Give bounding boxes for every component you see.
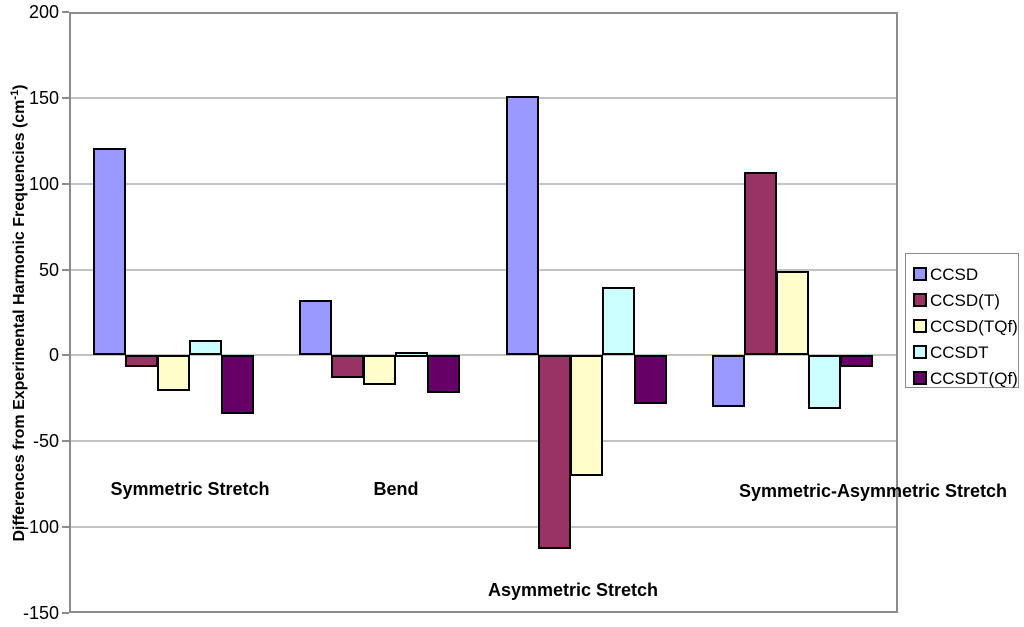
gridline--100 (71, 526, 896, 529)
y-tick-label--150: -150 (22, 603, 59, 623)
category-label-symmetric-stretch: Symmetric Stretch (110, 479, 270, 499)
bar-ccsdt-qf-symmetric-asymmetric-stretch (839, 355, 873, 368)
bar-ccsd-t-asymmetric-stretch (537, 355, 571, 550)
y-axis-title: Differences from Experimental Harmonic F… (9, 84, 29, 541)
bar-ccsdt-symmetric-asymmetric-stretch (807, 355, 841, 409)
gridline-100 (71, 182, 896, 185)
gridline-50 (71, 268, 896, 271)
gridline-150 (71, 96, 896, 99)
y-tick-mark-150 (62, 96, 69, 99)
legend-label-ccsdt: CCSDT (930, 342, 989, 362)
bar-ccsdt-qf-bend (427, 355, 461, 394)
y-tick-label-150: 150 (28, 87, 59, 108)
y-tick-label--100: -100 (22, 517, 59, 538)
legend-swatch-ccsd-t (913, 293, 927, 307)
bar-ccsd-tqf-symmetric-stretch (157, 355, 190, 392)
bar-ccsd-t-symmetric-stretch (125, 355, 158, 368)
legend-swatch-ccsd-tqf (913, 319, 927, 333)
bar-ccsdt-asymmetric-stretch (601, 286, 635, 356)
plot-area (69, 12, 898, 613)
y-tick-label-0: 0 (48, 345, 59, 366)
category-label-symmetric-asymmetric-stretch: Symmetric-Asymmetric Stretch (738, 481, 1008, 501)
legend: CCSD CCSD(T) CCSD(TQf) CCSDT CCSDT(Qf) (905, 253, 1019, 388)
bar-ccsd-tqf-symmetric-asymmetric-stretch (775, 271, 809, 356)
gridline--50 (71, 440, 896, 443)
bar-ccsd-t-symmetric-asymmetric-stretch (743, 171, 777, 356)
y-tick-label-50: 50 (38, 259, 59, 280)
bar-ccsd-asymmetric-stretch (505, 96, 539, 356)
legend-item-ccsd-tqf: CCSD(TQf) (913, 313, 1018, 339)
category-label-asymmetric-stretch: Asymmetric Stretch (487, 580, 659, 600)
bar-ccsd-tqf-bend (363, 355, 397, 385)
y-tick-mark--100 (62, 526, 69, 529)
y-tick-label--50: -50 (32, 431, 59, 452)
bar-ccsd-t-bend (331, 355, 365, 378)
legend-label-ccsd: CCSD (930, 264, 979, 284)
bar-ccsd-bend (299, 300, 333, 356)
y-tick-mark-0 (62, 354, 69, 357)
legend-item-ccsd-t: CCSD(T) (913, 287, 1018, 313)
y-tick-mark-200 (62, 11, 69, 13)
bar-ccsd-tqf-asymmetric-stretch (569, 355, 603, 476)
category-label-bend: Bend (373, 479, 419, 499)
legend-swatch-ccsdt-qf (913, 371, 927, 385)
gridline-0 (71, 354, 896, 357)
bar-ccsdt-bend (395, 351, 429, 357)
legend-label-ccsdt-qf: CCSDT(Qf) (930, 368, 1018, 388)
legend-swatch-ccsdt (913, 345, 927, 359)
bar-ccsd-symmetric-stretch (93, 147, 126, 356)
legend-label-ccsd-tqf: CCSD(TQf) (930, 316, 1018, 336)
bar-ccsdt-symmetric-stretch (189, 339, 222, 356)
legend-swatch-ccsd (913, 267, 927, 281)
legend-item-ccsdt-qf: CCSDT(Qf) (913, 365, 1018, 391)
y-tick-label-200: 200 (28, 2, 59, 22)
y-tick-mark-50 (62, 268, 69, 271)
y-tick-mark--150 (62, 612, 69, 614)
bar-ccsdt-qf-asymmetric-stretch (633, 355, 667, 404)
legend-item-ccsdt: CCSDT (913, 339, 1018, 365)
legend-label-ccsd-t: CCSD(T) (930, 290, 1000, 310)
legend-item-ccsd: CCSD (913, 261, 1018, 287)
y-tick-label-100: 100 (28, 173, 59, 194)
y-tick-mark--50 (62, 440, 69, 443)
y-axis-title-text: Differences from Experimental Harmonic F… (11, 99, 28, 542)
y-tick-mark-100 (62, 182, 69, 185)
bar-ccsd-symmetric-asymmetric-stretch (711, 355, 745, 407)
bar-ccsdt-qf-symmetric-stretch (221, 355, 254, 414)
